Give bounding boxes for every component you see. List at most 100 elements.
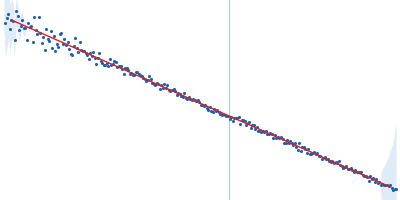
Point xyxy=(204,107,210,110)
Point xyxy=(288,141,295,145)
Point xyxy=(255,129,262,132)
Point xyxy=(128,72,134,75)
Point xyxy=(358,171,364,174)
Point xyxy=(160,86,166,90)
Point xyxy=(219,113,225,117)
Point xyxy=(144,79,151,82)
Point xyxy=(217,113,224,116)
Point xyxy=(306,152,313,156)
Point xyxy=(192,98,198,101)
Point xyxy=(105,65,112,68)
Point xyxy=(231,117,237,120)
Point xyxy=(278,135,284,138)
Point xyxy=(196,101,202,104)
Point xyxy=(148,78,154,81)
Point xyxy=(308,153,314,156)
Point xyxy=(385,185,392,188)
Point xyxy=(304,151,310,155)
Point xyxy=(205,109,212,112)
Point xyxy=(257,129,263,133)
Point xyxy=(381,183,387,186)
Point xyxy=(249,124,256,127)
Point xyxy=(226,117,233,120)
Point xyxy=(234,116,240,119)
Point xyxy=(132,70,139,73)
Point xyxy=(72,37,78,40)
Point xyxy=(216,111,222,114)
Point xyxy=(285,141,292,144)
Point xyxy=(40,35,46,38)
Point xyxy=(108,63,115,67)
Point xyxy=(346,167,352,171)
Point xyxy=(87,51,94,54)
Point xyxy=(55,46,62,49)
Point xyxy=(57,32,63,35)
Point xyxy=(373,177,380,180)
Point xyxy=(116,65,122,68)
Point xyxy=(49,46,56,49)
Point xyxy=(155,82,162,86)
Point xyxy=(76,41,83,44)
Point xyxy=(202,103,208,107)
Point xyxy=(131,73,137,76)
Point xyxy=(60,43,66,46)
Point xyxy=(8,18,15,22)
Point xyxy=(28,25,34,28)
Point xyxy=(176,92,183,96)
Point xyxy=(154,82,160,85)
Point xyxy=(140,77,146,80)
Point xyxy=(142,77,148,81)
Point xyxy=(181,91,187,94)
Point xyxy=(370,177,376,180)
Point xyxy=(64,40,71,44)
Point xyxy=(167,89,174,92)
Point xyxy=(328,160,334,163)
Point xyxy=(20,26,27,29)
Point xyxy=(149,81,156,84)
Point xyxy=(45,37,51,40)
Point xyxy=(261,130,268,133)
Point xyxy=(101,63,107,66)
Point xyxy=(229,119,236,122)
Point xyxy=(375,181,381,184)
Point xyxy=(275,135,281,138)
Point xyxy=(223,115,230,118)
Point xyxy=(326,160,333,163)
Point xyxy=(228,115,234,118)
Point xyxy=(94,57,101,60)
Point xyxy=(376,181,383,184)
Point xyxy=(37,31,44,35)
Point xyxy=(175,91,181,95)
Point xyxy=(220,113,227,116)
Point xyxy=(250,123,257,126)
Point xyxy=(88,54,95,57)
Point xyxy=(317,155,324,158)
Point xyxy=(322,156,328,159)
Point xyxy=(81,49,87,53)
Point xyxy=(284,139,290,142)
Point xyxy=(338,164,345,168)
Point xyxy=(188,98,195,101)
Point xyxy=(225,114,231,118)
Point xyxy=(78,48,84,51)
Point xyxy=(200,104,207,107)
Point xyxy=(31,15,38,19)
Point xyxy=(238,119,245,122)
Point xyxy=(10,19,16,22)
Point xyxy=(63,43,69,47)
Point xyxy=(169,89,175,92)
Point xyxy=(52,49,59,53)
Point xyxy=(349,169,355,172)
Point xyxy=(252,127,258,130)
Point xyxy=(130,73,136,76)
Point xyxy=(232,116,239,119)
Point xyxy=(69,53,75,56)
Point xyxy=(14,15,21,18)
Point xyxy=(299,146,306,149)
Point xyxy=(117,64,124,68)
Point xyxy=(84,53,90,56)
Point xyxy=(313,152,319,155)
Point xyxy=(58,31,65,34)
Point xyxy=(110,63,116,66)
Point xyxy=(119,68,125,71)
